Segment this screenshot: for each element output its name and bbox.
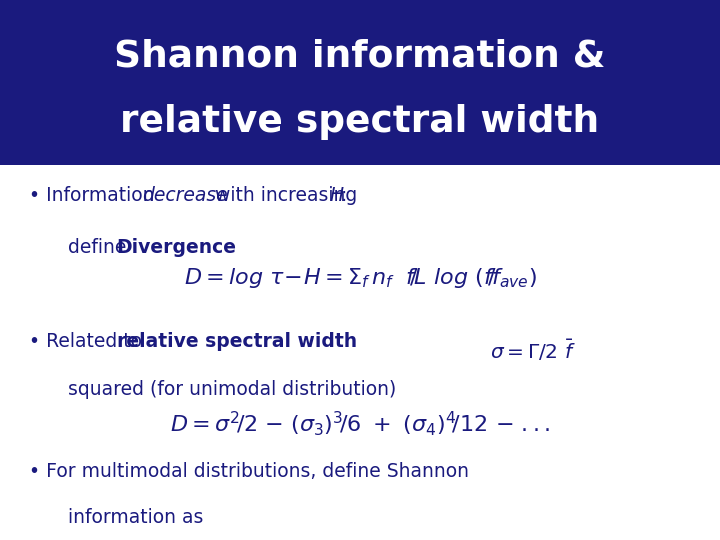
Text: $D = \sigma^2\!/2\ \mathsf{-}\ (\sigma_3)^3\!/6\ +\ (\sigma_4)^4\!/12\ \mathsf{-: $D = \sigma^2\!/2\ \mathsf{-}\ (\sigma_3… (170, 409, 550, 438)
Text: :: : (341, 186, 347, 205)
Text: Divergence: Divergence (117, 238, 237, 256)
Text: Shannon information &: Shannon information & (114, 39, 606, 75)
Text: with increasing: with increasing (209, 186, 363, 205)
Text: squared (for unimodal distribution): squared (for unimodal distribution) (68, 380, 397, 399)
Text: $D = \mathit{log}\ \tau\!-\!H = \Sigma_f\, n_f\ \ f\!/\!L\ \mathit{log}\ (f\!/\!: $D = \mathit{log}\ \tau\!-\!H = \Sigma_f… (184, 266, 536, 290)
Text: decrease: decrease (143, 186, 228, 205)
Text: • Information: • Information (29, 186, 161, 205)
Text: H: H (329, 186, 343, 205)
Text: relative spectral width: relative spectral width (117, 332, 357, 351)
Text: $\sigma = \mathit{\Gamma}/2\ \bar{f}$: $\sigma = \mathit{\Gamma}/2\ \bar{f}$ (490, 338, 575, 362)
Text: information as: information as (68, 508, 204, 526)
Text: relative spectral width: relative spectral width (120, 104, 600, 139)
Text: define: define (68, 238, 132, 256)
FancyBboxPatch shape (0, 0, 720, 165)
Text: • For multimodal distributions, define Shannon: • For multimodal distributions, define S… (29, 462, 469, 481)
Text: • Related to: • Related to (29, 332, 148, 351)
